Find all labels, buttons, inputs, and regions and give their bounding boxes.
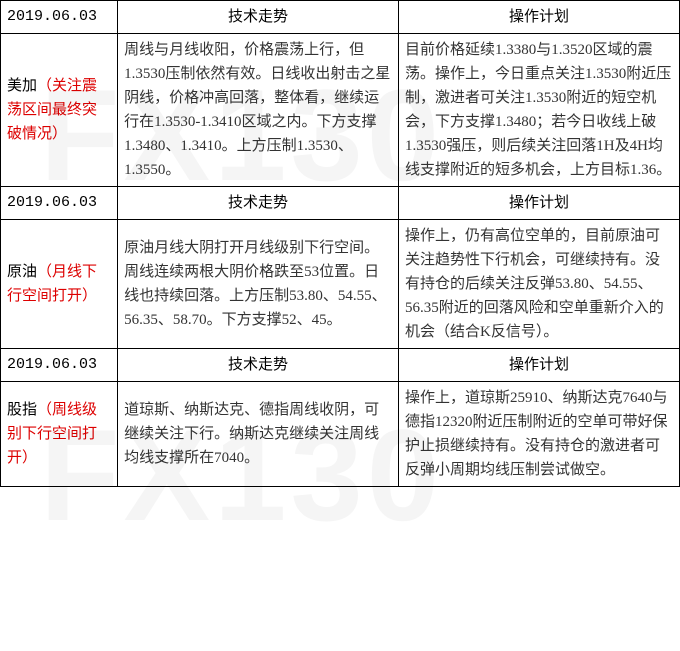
instrument-label: 原油（月线下行空间打开）: [1, 220, 118, 349]
instrument-name: 股指: [7, 402, 37, 418]
instrument-name: 美加: [7, 78, 37, 94]
date-cell: 2019.06.03: [1, 1, 118, 34]
header-plan: 操作计划: [399, 1, 680, 34]
header-trend: 技术走势: [118, 187, 399, 220]
date-cell: 2019.06.03: [1, 187, 118, 220]
plan-cell: 目前价格延续1.3380与1.3520区域的震荡。操作上，今日重点关注1.353…: [399, 34, 680, 187]
header-plan: 操作计划: [399, 349, 680, 382]
instrument-name: 原油: [7, 264, 37, 280]
analysis-table: 2019.06.03技术走势操作计划美加（关注震荡区间最终突破情况）周线与月线收…: [0, 0, 680, 487]
trend-cell: 道琼斯、纳斯达克、德指周线收阴，可继续关注下行。纳斯达克继续关注周线均线支撑所在…: [118, 382, 399, 487]
header-trend: 技术走势: [118, 349, 399, 382]
plan-cell: 操作上，仍有高位空单的，目前原油可关注趋势性下行机会，可继续持有。没有持仓的后续…: [399, 220, 680, 349]
header-trend: 技术走势: [118, 1, 399, 34]
date-cell: 2019.06.03: [1, 349, 118, 382]
header-plan: 操作计划: [399, 187, 680, 220]
plan-cell: 操作上，道琼斯25910、纳斯达克7640与德指12320附近压制附近的空单可带…: [399, 382, 680, 487]
instrument-label: 美加（关注震荡区间最终突破情况）: [1, 34, 118, 187]
instrument-label: 股指（周线级别下行空间打开）: [1, 382, 118, 487]
trend-cell: 周线与月线收阳，价格震荡上行，但1.3530压制依然有效。日线收出射击之星阴线，…: [118, 34, 399, 187]
trend-cell: 原油月线大阴打开月线级别下行空间。周线连续两根大阴价格跌至53位置。日线也持续回…: [118, 220, 399, 349]
